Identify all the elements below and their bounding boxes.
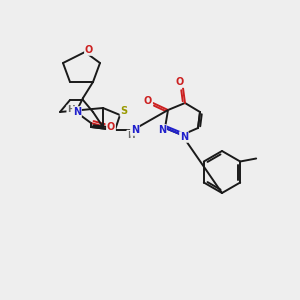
Text: O: O [85, 45, 93, 55]
Text: N: N [158, 125, 166, 135]
Text: N: N [131, 125, 139, 135]
Text: N: N [73, 107, 81, 117]
Text: N: N [180, 132, 188, 142]
Text: O: O [107, 122, 115, 132]
Text: H: H [67, 106, 75, 115]
Text: O: O [176, 77, 184, 87]
Text: S: S [120, 106, 128, 116]
Text: O: O [144, 96, 152, 106]
Text: H: H [127, 130, 135, 140]
